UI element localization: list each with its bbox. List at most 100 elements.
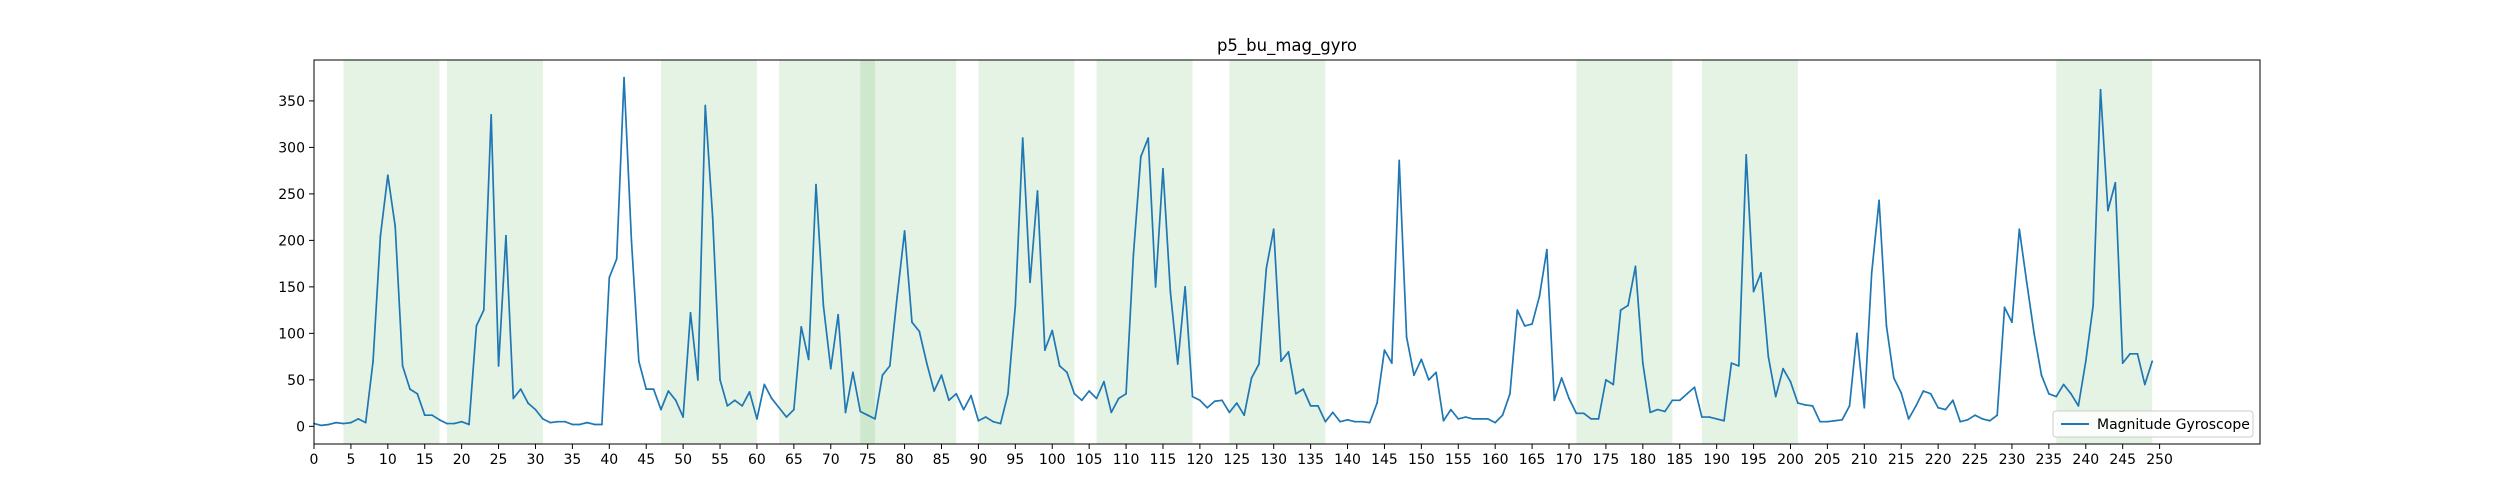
data-point bbox=[578, 423, 581, 426]
data-point bbox=[1649, 411, 1652, 414]
data-point bbox=[719, 378, 721, 381]
x-tick-label: 50 bbox=[674, 452, 692, 468]
data-point bbox=[1250, 377, 1253, 379]
data-point bbox=[1988, 419, 1991, 422]
data-point bbox=[785, 416, 788, 418]
data-point bbox=[970, 394, 972, 397]
data-point bbox=[1700, 416, 1703, 418]
shaded-region-1 bbox=[343, 60, 440, 444]
x-axis: 0 5 10 15 20 25 30 35 40 45 50 55 60 65 70 75 80 85 90 95 10… bbox=[310, 444, 2173, 468]
data-point bbox=[1523, 325, 1526, 327]
data-point bbox=[2143, 383, 2146, 386]
data-point bbox=[999, 422, 1002, 425]
data-point bbox=[1745, 153, 1748, 156]
data-point bbox=[1937, 406, 1940, 409]
y-axis: 0 50 100 150 200 250 300 350 bbox=[278, 94, 314, 435]
series-line-magnitude-gyroscope bbox=[313, 76, 2154, 427]
data-point bbox=[2040, 374, 2043, 377]
data-point bbox=[320, 424, 323, 427]
data-point bbox=[379, 234, 382, 237]
shaded-region-4 bbox=[779, 60, 876, 444]
x-tick-label: 175 bbox=[1593, 452, 1620, 468]
data-point bbox=[1398, 159, 1401, 162]
data-point bbox=[2077, 404, 2080, 407]
data-point bbox=[1501, 414, 1504, 417]
data-point bbox=[911, 321, 913, 324]
data-point bbox=[1147, 137, 1150, 140]
data-point bbox=[394, 225, 397, 228]
x-tick-label: 65 bbox=[785, 452, 803, 468]
data-point bbox=[1184, 285, 1187, 288]
shaded-region-8 bbox=[1229, 60, 1326, 444]
x-tick-label: 225 bbox=[1962, 452, 1989, 468]
x-tick-label: 5 bbox=[346, 452, 355, 468]
data-point bbox=[844, 411, 847, 414]
x-tick-label: 20 bbox=[453, 452, 471, 468]
data-point bbox=[1915, 404, 1917, 407]
x-tick-label: 115 bbox=[1150, 452, 1177, 468]
data-point bbox=[416, 392, 419, 395]
data-point bbox=[1464, 416, 1467, 418]
shaded-region-11 bbox=[2056, 60, 2153, 444]
data-point bbox=[1951, 399, 1954, 402]
data-point bbox=[601, 423, 603, 426]
shaded-region-10 bbox=[1701, 60, 1798, 444]
data-point bbox=[468, 423, 470, 426]
data-point bbox=[674, 399, 677, 402]
data-point bbox=[859, 410, 862, 413]
data-point bbox=[1664, 410, 1666, 413]
data-point bbox=[1383, 349, 1386, 351]
data-point bbox=[1568, 397, 1570, 400]
data-point bbox=[1331, 411, 1334, 414]
data-point bbox=[2003, 306, 2006, 309]
data-point bbox=[2070, 392, 2072, 395]
data-point bbox=[1154, 285, 1157, 288]
data-point bbox=[2092, 304, 2095, 307]
data-point bbox=[1981, 417, 1984, 420]
x-tick-label: 180 bbox=[1629, 452, 1656, 468]
chart-title: p5_bu_mag_gyro bbox=[1217, 36, 1357, 56]
data-point bbox=[1228, 411, 1231, 414]
data-point bbox=[593, 423, 596, 426]
plot-frame bbox=[313, 59, 2261, 445]
data-point bbox=[874, 417, 876, 420]
data-point bbox=[1545, 248, 1548, 251]
data-point bbox=[2121, 362, 2124, 365]
data-point bbox=[829, 367, 832, 370]
shaded-region-6 bbox=[978, 60, 1075, 444]
data-point bbox=[1627, 304, 1629, 307]
data-point bbox=[534, 408, 537, 411]
x-tick-label: 195 bbox=[1740, 452, 1767, 468]
data-point bbox=[327, 423, 330, 426]
x-tick-label: 155 bbox=[1445, 452, 1472, 468]
data-point bbox=[1671, 399, 1674, 402]
x-tick-label: 70 bbox=[822, 452, 840, 468]
data-point bbox=[386, 174, 389, 177]
x-tick-label: 100 bbox=[1039, 452, 1066, 468]
data-point bbox=[1036, 190, 1039, 192]
x-tick-label: 140 bbox=[1334, 452, 1361, 468]
series-layer bbox=[313, 76, 2154, 427]
data-point bbox=[1324, 420, 1327, 423]
data-point bbox=[903, 230, 906, 232]
data-point bbox=[1287, 351, 1290, 353]
x-tick-label: 125 bbox=[1223, 452, 1250, 468]
data-point bbox=[1833, 419, 1836, 422]
data-point bbox=[748, 391, 751, 393]
data-point bbox=[335, 421, 338, 424]
data-point bbox=[1892, 377, 1895, 379]
x-tick-label: 80 bbox=[896, 452, 914, 468]
data-point bbox=[1885, 325, 1888, 327]
data-point bbox=[519, 388, 522, 391]
data-point bbox=[2099, 88, 2102, 91]
data-point bbox=[1317, 404, 1319, 407]
data-point bbox=[1449, 408, 1452, 411]
data-point bbox=[682, 416, 685, 418]
data-point bbox=[807, 358, 810, 361]
data-point bbox=[1162, 167, 1164, 170]
data-point bbox=[726, 404, 729, 407]
data-point bbox=[497, 364, 500, 367]
data-point bbox=[2114, 181, 2117, 184]
data-point bbox=[955, 392, 958, 395]
